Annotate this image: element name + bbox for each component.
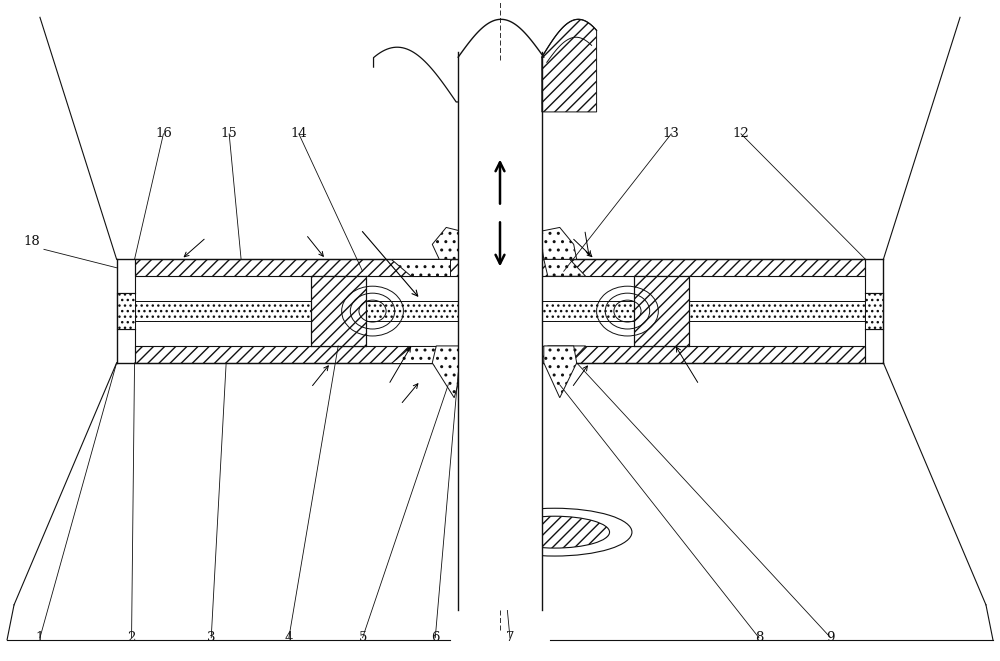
- Polygon shape: [542, 19, 597, 112]
- Polygon shape: [391, 259, 450, 276]
- Ellipse shape: [500, 516, 610, 548]
- Bar: [542, 259, 865, 276]
- Text: 2: 2: [127, 631, 136, 644]
- Bar: [865, 293, 883, 329]
- Polygon shape: [432, 346, 464, 398]
- Bar: [135, 301, 458, 321]
- Text: 15: 15: [221, 128, 238, 140]
- Text: 8: 8: [755, 631, 763, 644]
- Text: 5: 5: [358, 631, 367, 644]
- Bar: [634, 276, 689, 346]
- Bar: [542, 301, 865, 321]
- Text: 1: 1: [36, 631, 44, 644]
- Bar: [135, 346, 458, 363]
- Text: 9: 9: [826, 631, 835, 644]
- Bar: [135, 259, 458, 276]
- Text: 3: 3: [207, 631, 215, 644]
- Polygon shape: [540, 227, 577, 259]
- Bar: [458, 62, 542, 610]
- Bar: [865, 293, 883, 329]
- Polygon shape: [544, 346, 586, 363]
- Text: 13: 13: [663, 128, 680, 140]
- Bar: [117, 293, 135, 329]
- Bar: [542, 346, 865, 363]
- Text: 14: 14: [290, 128, 307, 140]
- Bar: [117, 293, 135, 329]
- Polygon shape: [432, 227, 462, 259]
- Polygon shape: [544, 346, 577, 398]
- Text: 12: 12: [733, 128, 749, 140]
- Polygon shape: [544, 259, 586, 276]
- Text: 4: 4: [285, 631, 293, 644]
- Text: 16: 16: [155, 128, 172, 140]
- Text: 18: 18: [24, 235, 40, 248]
- Bar: [311, 276, 366, 346]
- Text: 6: 6: [431, 631, 440, 644]
- Text: 7: 7: [506, 631, 514, 644]
- Polygon shape: [391, 346, 450, 363]
